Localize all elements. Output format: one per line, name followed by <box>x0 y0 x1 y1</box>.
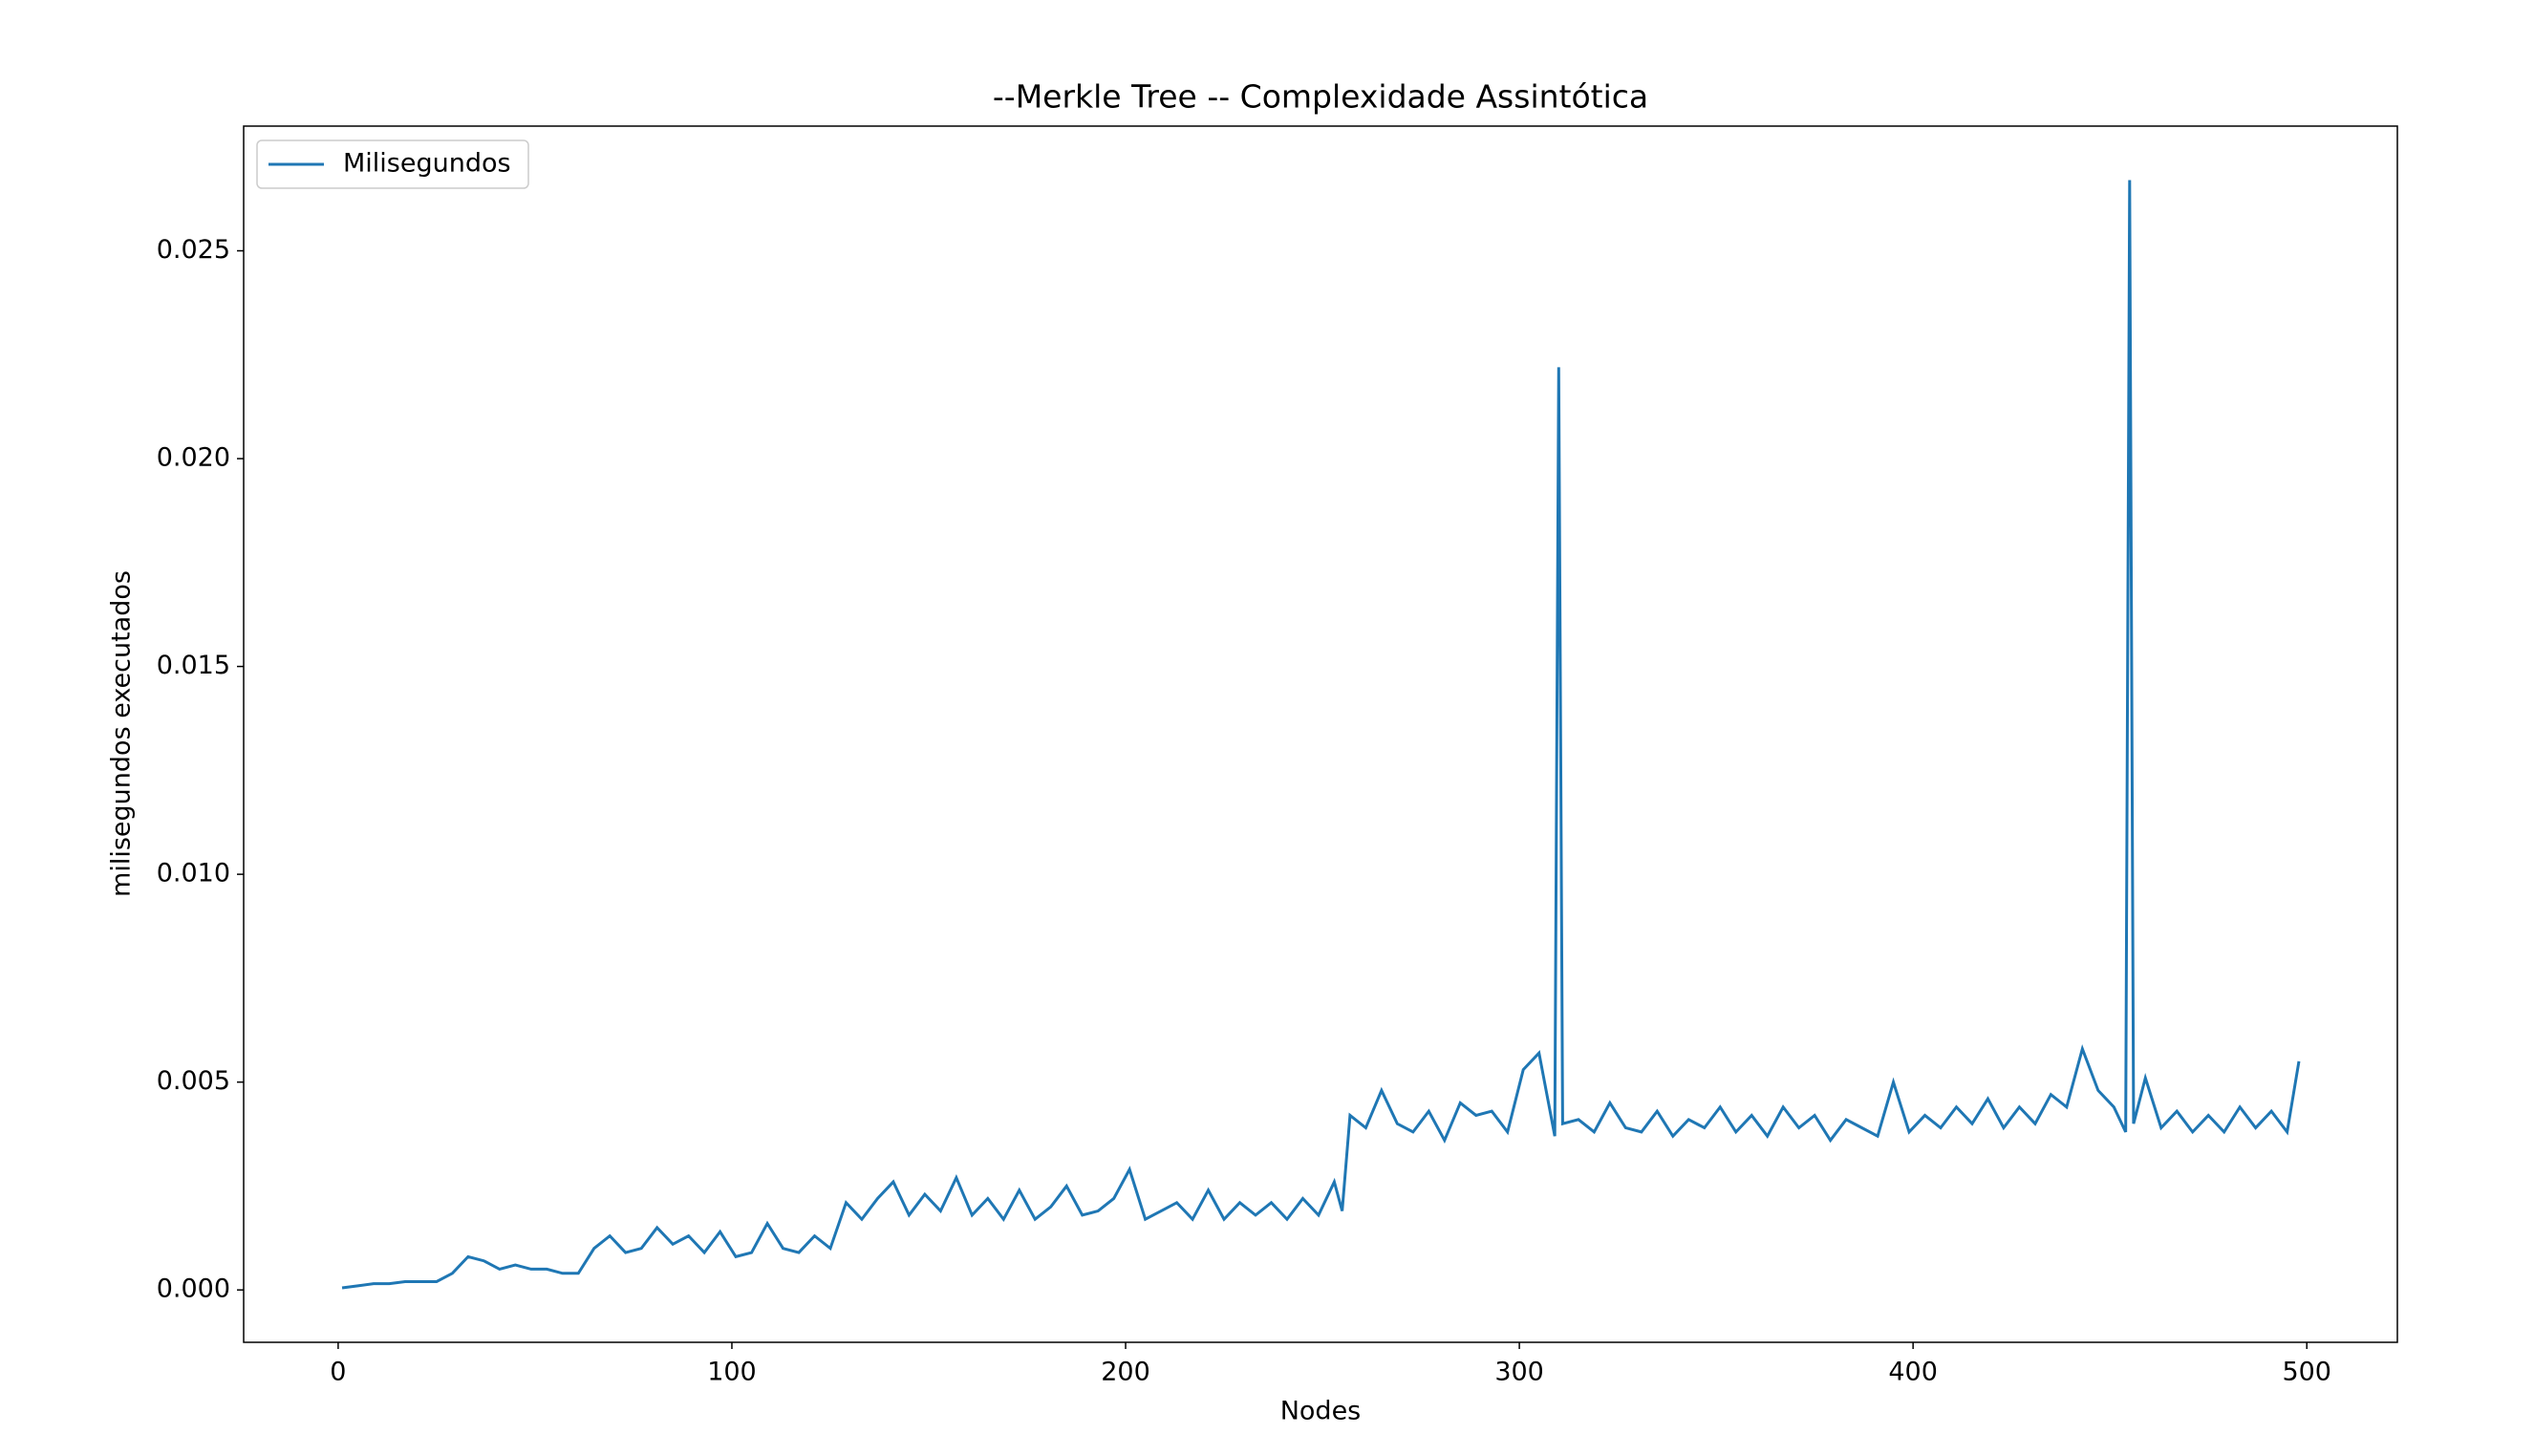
x-tick-label: 300 <box>1494 1358 1544 1387</box>
y-tick-label: 0.000 <box>157 1274 230 1304</box>
legend-label: Milisegundos <box>343 149 511 179</box>
plot-frame <box>243 125 2398 1343</box>
x-tick-label: 500 <box>2282 1358 2331 1387</box>
data-line <box>341 180 2301 1290</box>
y-tick-label: 0.020 <box>157 443 230 473</box>
x-tick-label: 100 <box>707 1358 757 1387</box>
y-axis-label: milisegundos executados <box>107 570 137 897</box>
x-tick-label: 0 <box>330 1358 346 1387</box>
x-tick-label: 200 <box>1101 1358 1150 1387</box>
y-tick-label: 0.005 <box>157 1066 230 1096</box>
x-tick-label: 400 <box>1888 1358 1938 1387</box>
chart-title: --Merkle Tree -- Complexidade Assintótic… <box>993 78 1648 116</box>
x-axis-label: Nodes <box>1280 1397 1362 1426</box>
y-tick-label: 0.025 <box>157 235 230 265</box>
legend-box <box>256 139 529 189</box>
y-tick-label: 0.010 <box>157 859 230 889</box>
y-tick-label: 0.015 <box>157 651 230 680</box>
